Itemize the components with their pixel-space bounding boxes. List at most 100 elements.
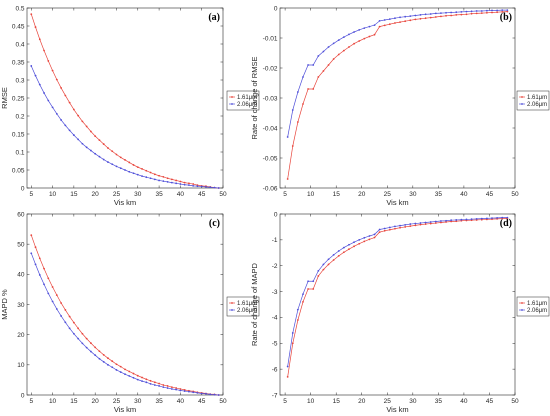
y-tick-label: -1 (272, 237, 278, 244)
legend-box (226, 296, 260, 317)
series-1-point (399, 226, 401, 229)
series-2-point (47, 99, 50, 102)
series-2-point (501, 9, 504, 12)
series-2-point (77, 337, 80, 340)
series-2-point (358, 29, 361, 31)
series-2-point (342, 36, 345, 38)
series-1-point (64, 94, 67, 97)
x-axis-label: Vis km (386, 405, 408, 414)
series-1-point (465, 13, 468, 16)
series-2-point (450, 11, 453, 14)
series-2-point (192, 184, 195, 187)
series-1-point (460, 13, 463, 16)
x-tick-label: 45 (486, 191, 494, 198)
series-2-point (312, 280, 315, 283)
series-1-point (68, 101, 71, 104)
series-1-point (332, 259, 335, 261)
series-1-point (153, 173, 156, 176)
x-tick-label: 10 (307, 191, 315, 198)
series-2-point (337, 39, 340, 41)
x-tick-label: 50 (511, 398, 519, 405)
series-1-point (72, 108, 75, 111)
x-tick-label: 5 (29, 398, 33, 405)
series-1-point (307, 88, 309, 90)
series-2-point (64, 321, 67, 324)
series-2-point (404, 15, 407, 18)
series-2-point (394, 225, 396, 228)
x-tick-label: 25 (113, 398, 121, 405)
series-2-point (90, 149, 92, 152)
series-1-point (136, 374, 139, 377)
series-1-point (388, 228, 391, 231)
legend-entry-label: 1.61μm (527, 301, 547, 307)
y-axis-label: RMSE (0, 87, 9, 109)
series-1-point (455, 14, 458, 16)
series-1-point (332, 58, 335, 60)
series-2-point (213, 393, 216, 396)
legend-swatch-marker (521, 96, 523, 98)
series-1-point (363, 37, 366, 40)
y-tick-label: -0.01 (263, 35, 278, 42)
series-1-point (342, 49, 345, 52)
series-1-point (434, 222, 437, 224)
series-1-point (383, 24, 386, 27)
series-1-point (111, 360, 114, 363)
series-2-point (414, 14, 417, 17)
series-2-point (213, 186, 216, 189)
x-tick-label: 45 (198, 398, 206, 405)
y-tick-label: 0 (21, 185, 25, 192)
series-1-point (145, 378, 148, 381)
series-2-point (434, 220, 437, 223)
series-2-point (353, 31, 355, 33)
legend-swatch-marker (521, 103, 523, 105)
x-tick-label: 40 (460, 398, 468, 405)
legend-swatch-marker (521, 302, 523, 304)
series-2-point (332, 253, 335, 256)
series-1-point (358, 40, 361, 42)
series-1-point (455, 220, 458, 223)
series-2-point (158, 385, 160, 387)
x-tick-label: 35 (435, 191, 443, 198)
series-1-point (348, 248, 350, 251)
legend-box (516, 296, 550, 317)
legend-entry-label: 1.61μm (237, 95, 257, 101)
series-1-point (141, 168, 143, 170)
panel-label: (d) (500, 218, 512, 229)
legend-swatch-marker (231, 302, 233, 304)
series-1-point (286, 178, 289, 180)
x-tick-label: 20 (92, 191, 100, 198)
series-2-point (480, 10, 483, 12)
series-1-point (317, 275, 320, 277)
y-axis-label: Rate of change of RMSE (250, 57, 259, 140)
series-2-point (200, 185, 203, 188)
series-2-point (55, 112, 58, 115)
x-tick-label: 15 (70, 398, 78, 405)
series-1-point (486, 11, 488, 14)
series-1-point (291, 145, 294, 147)
series-2-point (132, 376, 135, 379)
x-tick-label: 35 (155, 398, 163, 405)
series-2-point (373, 24, 376, 26)
series-1-point (322, 70, 325, 72)
series-2-point (141, 175, 143, 178)
series-2-point (200, 392, 203, 395)
series-2-point (424, 13, 427, 16)
series-2-point (455, 219, 458, 221)
series-1-point (132, 372, 135, 375)
series-1-point (424, 17, 427, 20)
legend-swatch-marker (231, 103, 233, 105)
series-2-point (506, 9, 509, 12)
series-2-point (34, 74, 37, 77)
series-1-point (128, 161, 131, 164)
series-1-point (166, 385, 169, 387)
series-2-point (465, 218, 468, 221)
series-2-point (43, 92, 45, 94)
series-2-point (373, 233, 376, 236)
series-1-point (111, 150, 114, 153)
y-tick-label: -3 (272, 289, 278, 296)
series-2-point (409, 223, 412, 225)
series-2-point (445, 219, 447, 222)
series-2-point (327, 258, 330, 261)
x-axis-label: Vis km (114, 198, 136, 207)
